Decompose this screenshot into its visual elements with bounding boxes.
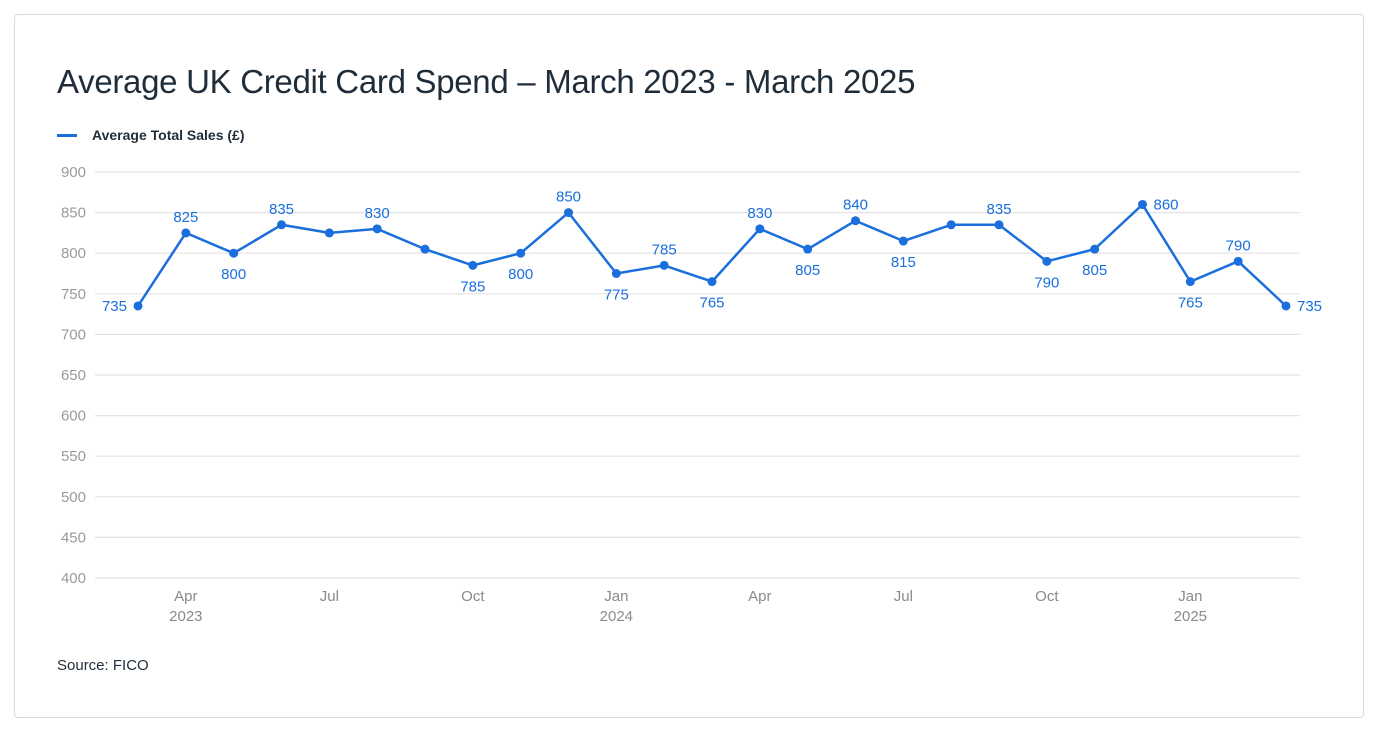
data-point-marker[interactable] bbox=[1090, 244, 1100, 254]
data-label: 805 bbox=[1082, 262, 1107, 279]
chart-legend[interactable]: Average Total Sales (£) bbox=[57, 127, 245, 143]
x-tick-label: Jan bbox=[604, 588, 628, 605]
data-point-marker[interactable] bbox=[372, 224, 382, 234]
data-point-marker[interactable] bbox=[1138, 199, 1147, 209]
data-point-marker[interactable] bbox=[851, 216, 860, 226]
x-tick-label: Oct bbox=[461, 588, 485, 605]
y-tick-label: 900 bbox=[61, 164, 86, 181]
data-label: 830 bbox=[747, 205, 772, 222]
data-label: 835 bbox=[986, 201, 1011, 218]
data-point-marker[interactable] bbox=[755, 224, 765, 234]
data-label: 800 bbox=[508, 266, 533, 283]
x-tick-label: Apr bbox=[174, 588, 197, 605]
data-label: 785 bbox=[460, 278, 485, 295]
data-label: 830 bbox=[365, 205, 390, 222]
y-tick-label: 600 bbox=[61, 408, 86, 425]
x-tick-year-label: 2023 bbox=[169, 608, 202, 625]
data-label: 860 bbox=[1154, 196, 1179, 213]
data-point-marker[interactable] bbox=[277, 220, 286, 230]
data-label: 840 bbox=[843, 197, 868, 214]
chart-card: Average UK Credit Card Spend – March 202… bbox=[14, 14, 1364, 718]
y-tick-label: 500 bbox=[61, 489, 86, 506]
x-tick-label: Jan bbox=[1178, 588, 1202, 605]
data-label: 765 bbox=[699, 295, 724, 312]
data-label: 735 bbox=[102, 298, 127, 315]
y-tick-label: 550 bbox=[61, 448, 86, 465]
data-label: 790 bbox=[1226, 237, 1251, 254]
data-point-marker[interactable] bbox=[229, 248, 239, 258]
chart-title: Average UK Credit Card Spend – March 202… bbox=[57, 63, 916, 100]
x-tick-label: Jul bbox=[320, 588, 339, 605]
data-point-marker[interactable] bbox=[133, 301, 143, 311]
data-point-marker[interactable] bbox=[803, 244, 813, 254]
data-point-marker[interactable] bbox=[516, 248, 526, 258]
data-point-marker[interactable] bbox=[324, 228, 334, 238]
x-tick-year-label: 2025 bbox=[1174, 608, 1207, 625]
y-axis: 900 850 800 750 700 650 600 550 500 450 400 bbox=[61, 164, 86, 587]
data-label: 850 bbox=[556, 189, 581, 206]
y-tick-label: 800 bbox=[61, 245, 86, 262]
x-tick-label: Jul bbox=[894, 588, 913, 605]
data-label: 815 bbox=[891, 254, 916, 271]
data-label: 775 bbox=[604, 287, 629, 304]
data-point-marker[interactable] bbox=[468, 260, 478, 270]
data-point-marker[interactable] bbox=[564, 208, 573, 218]
x-axis: Apr 2023 Jul Oct Jan 2024 Apr Jul Oct Jan 2025 bbox=[169, 588, 1207, 625]
data-label: 805 bbox=[795, 262, 820, 279]
data-label: 835 bbox=[269, 201, 294, 218]
gridlines bbox=[95, 171, 1300, 579]
data-point-marker[interactable] bbox=[994, 220, 1004, 230]
legend-line-swatch-icon bbox=[57, 133, 77, 137]
y-tick-label: 850 bbox=[61, 205, 86, 222]
y-tick-label: 650 bbox=[61, 367, 86, 384]
data-point-marker[interactable] bbox=[1233, 256, 1243, 266]
data-label: 735 bbox=[1297, 298, 1322, 315]
data-label: 785 bbox=[652, 241, 677, 258]
data-point-marker[interactable] bbox=[946, 220, 956, 230]
source-note: Source: FICO bbox=[57, 657, 149, 674]
data-series-line bbox=[133, 199, 1291, 311]
data-point-marker[interactable] bbox=[181, 228, 191, 238]
data-label: 825 bbox=[173, 209, 198, 226]
x-tick-year-label: 2024 bbox=[600, 608, 633, 625]
data-point-marker[interactable] bbox=[659, 260, 669, 270]
y-tick-label: 750 bbox=[61, 286, 86, 303]
series-line bbox=[136, 203, 1287, 307]
data-labels: 735 825 800 835 830 785 800 850 775 785 765 830 805 8… bbox=[102, 189, 1322, 315]
data-label: 765 bbox=[1178, 295, 1203, 312]
data-label: 790 bbox=[1034, 274, 1059, 291]
data-point-marker[interactable] bbox=[898, 236, 908, 246]
data-point-marker[interactable] bbox=[611, 269, 621, 278]
data-point-marker[interactable] bbox=[1185, 277, 1195, 287]
y-tick-label: 700 bbox=[61, 326, 86, 343]
data-point-marker[interactable] bbox=[1281, 301, 1291, 311]
data-point-marker[interactable] bbox=[1042, 256, 1052, 266]
data-point-marker[interactable] bbox=[420, 244, 430, 254]
legend-label: Average Total Sales (£) bbox=[92, 127, 245, 143]
data-point-marker[interactable] bbox=[707, 277, 717, 287]
x-tick-label: Apr bbox=[748, 588, 771, 605]
y-tick-label: 450 bbox=[61, 529, 86, 546]
data-label: 800 bbox=[221, 266, 246, 283]
y-tick-label: 400 bbox=[61, 570, 86, 587]
x-tick-label: Oct bbox=[1035, 588, 1059, 605]
